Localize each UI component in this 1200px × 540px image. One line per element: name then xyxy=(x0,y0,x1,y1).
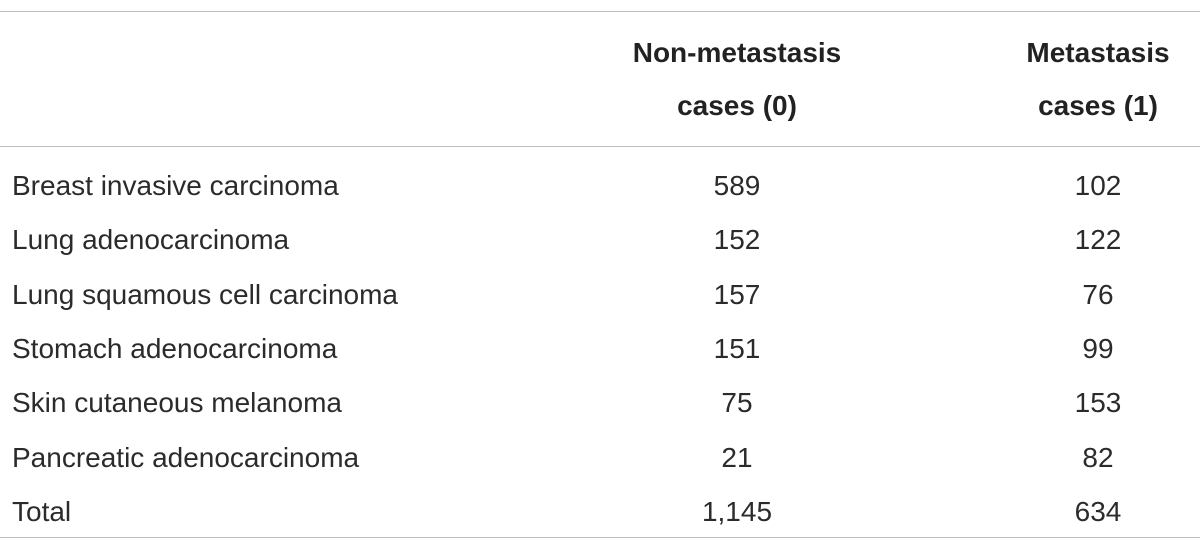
cell-value: 152 xyxy=(713,224,761,256)
row-label: Lung squamous cell carcinoma xyxy=(12,278,398,310)
row-label: Skin cutaneous melanoma xyxy=(12,387,342,419)
row-label: Stomach adenocarcinoma xyxy=(12,332,338,364)
row-label: Pancreatic adenocarcinoma xyxy=(12,441,360,473)
cell-value: 21 xyxy=(721,441,753,473)
cell-value: 1,145 xyxy=(701,495,773,527)
cell-value: 102 xyxy=(1074,170,1122,201)
header-rule xyxy=(0,146,1200,147)
cell-value: 75 xyxy=(721,387,753,419)
top-rule xyxy=(0,11,1200,12)
cell-value: 157 xyxy=(713,278,761,310)
cell-value: 99 xyxy=(1082,332,1114,364)
cell-value: 589 xyxy=(713,170,761,201)
cell-value: 634 xyxy=(1074,495,1122,527)
cell-value: 82 xyxy=(1082,441,1114,473)
column-header: Metastasis cases (1) xyxy=(1026,37,1170,121)
cell-value: 76 xyxy=(1082,278,1114,310)
cell-value: 122 xyxy=(1074,224,1122,256)
cell-value: 151 xyxy=(713,332,761,364)
row-label: Breast invasive carcinoma xyxy=(12,170,339,201)
row-label: Total xyxy=(12,495,72,527)
column-header: Non-metastasis cases (0) xyxy=(632,37,842,121)
row-label: Lung adenocarcinoma xyxy=(12,224,290,256)
bottom-rule xyxy=(0,537,1200,538)
cell-value: 153 xyxy=(1074,387,1122,419)
